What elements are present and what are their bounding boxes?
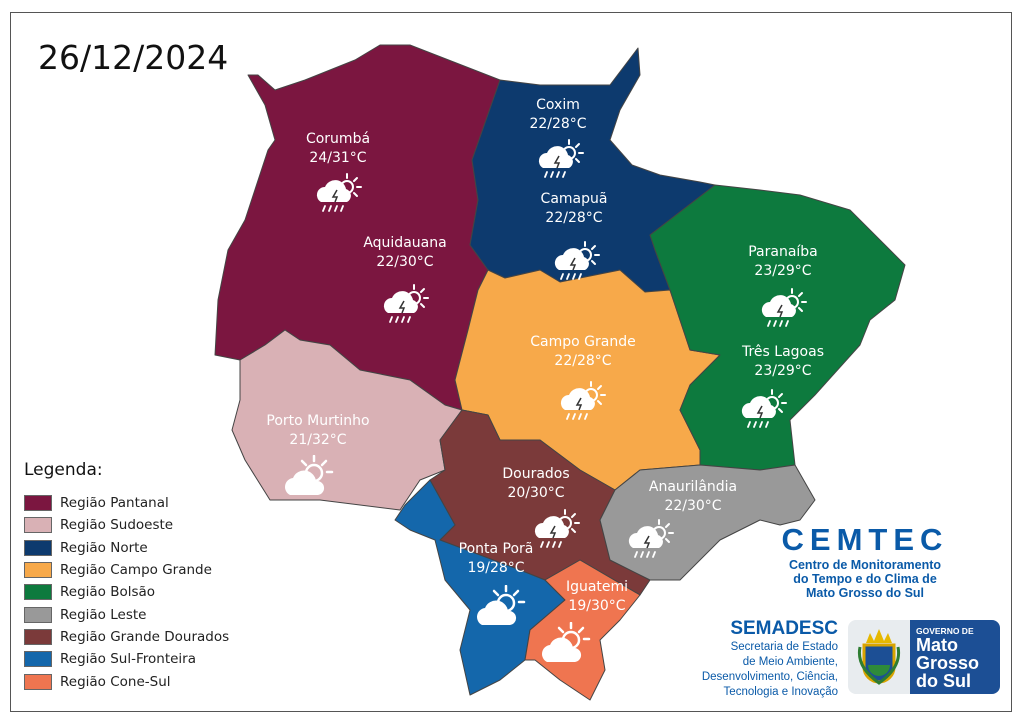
city-porto-murtinho: Porto Murtinho 21/32°C [266,412,369,450]
city-temp: 22/28°C [545,210,603,226]
government-logo: GOVERNO DE Mato Grosso do Sul [848,620,1000,694]
city-temp: 21/32°C [289,432,347,448]
city-name: Camapuã [540,191,608,207]
gov-line: Grosso [916,653,980,673]
legend-label: Região Grande Dourados [60,628,230,645]
city-anaurilandia: Anaurilândia 22/30°C [649,478,737,516]
city-dourados: Dourados 20/30°C [502,465,569,503]
city-temp: 23/29°C [754,263,812,279]
legend-label: Região Sul-Fronteira [60,651,196,668]
sun-cloud-rain-thunder-icon [382,284,429,323]
legend-item: Região Grande Dourados [24,626,229,648]
city-campo-grande: Campo Grande 22/28°C [530,333,635,371]
city-temp: 19/28°C [467,560,525,576]
gov-line: do Sul [916,671,971,691]
city-name: Ponta Porã [458,541,534,557]
legend-swatch [24,628,52,645]
legend-label: Região Norte [60,539,148,556]
forecast-date: 26/12/2024 [38,38,229,77]
city-name: Dourados [502,466,570,482]
sun-cloud-rain-thunder-icon [760,288,807,327]
city-camapua: Camapuã 22/28°C [541,190,608,228]
sun-cloud-rain-thunder-icon [537,139,584,178]
city-name: Aquidauana [363,235,447,251]
sun-cloud-rain-thunder-icon [559,381,606,420]
legend: Legenda: Região Pantanal Região Sudoeste R… [24,460,229,693]
city-temp: 22/30°C [664,498,722,514]
city-paranaiba: Paranaíba 23/29°C [748,243,818,281]
city-temp: 20/30°C [507,485,565,501]
city-temp: 19/30°C [568,598,626,614]
semadesc-logo: SEMADESC Secretaria de Estado de Meio Am… [680,618,838,700]
legend-label: Região Cone-Sul [60,673,171,690]
semadesc-line: Tecnologia e Inovação [723,686,838,698]
cemtec-line: Mato Grosso do Sul [805,586,925,600]
region-sul-fronteira [394,479,566,696]
legend-swatch [24,584,52,601]
city-name: Paranaíba [748,244,818,260]
legend-label: Região Leste [60,606,147,623]
city-name: Campo Grande [530,334,636,350]
cemtec-line: do Tempo e do Clima de [793,572,937,586]
city-temp: 24/31°C [309,150,367,166]
city-temp: 22/28°C [554,353,612,369]
legend-item: Região Sul-Fronteira [24,648,229,670]
legend-item: Região Norte [24,537,229,559]
legend-title: Legenda: [24,460,103,480]
legend-item: Região Sudoeste [24,514,229,536]
legend-swatch [24,673,52,690]
gov-line: GOVERNO DE [916,626,974,636]
legend-swatch [24,495,52,512]
legend-swatch [24,562,52,579]
legend-swatch [24,651,52,668]
legend-item: Região Campo Grande [24,559,229,581]
city-temp: 23/29°C [754,363,812,379]
city-name: Anaurilândia [648,479,738,495]
legend-item: Região Leste [24,603,229,625]
city-temp: 22/30°C [376,254,434,270]
map-frame [10,12,1012,712]
legend-swatch [24,606,52,623]
legend-label: Região Campo Grande [60,562,212,579]
city-name: Coxim [536,97,580,113]
semadesc-title: SEMADESC [730,618,838,639]
partly-cloudy-icon [540,622,591,664]
state-coat-of-arms-icon [848,620,910,694]
semadesc-line: Secretaria de Estado [730,641,838,653]
legend-label: Região Pantanal [60,495,169,512]
gov-line: Mato [916,635,958,655]
city-corumba: Corumbá 24/31°C [306,130,370,168]
partly-cloudy-icon [475,585,526,627]
city-iguatemi: Iguatemi 19/30°C [566,578,628,616]
region-leste [599,464,816,581]
legend-label: Região Sudoeste [60,517,174,534]
sun-cloud-rain-thunder-icon [740,389,787,428]
city-aquidauana: Aquidauana 22/30°C [363,234,446,272]
partly-cloudy-icon [283,455,334,497]
city-tres-lagoas: Três Lagoas 23/29°C [742,343,824,381]
city-temp: 22/28°C [529,116,587,132]
legend-item: Região Bolsão [24,581,229,603]
sun-cloud-rain-thunder-icon [533,509,580,548]
city-ponta-pora: Ponta Porã 19/28°C [459,540,534,578]
legend-item: Região Cone-Sul [24,670,229,692]
city-name: Três Lagoas [741,344,825,360]
semadesc-line: de Meio Ambiente, [742,656,838,668]
cemtec-title: CEMTEC [781,522,949,557]
city-name: Iguatemi [565,579,629,595]
semadesc-line: Desenvolvimento, Ciência, [701,671,838,683]
legend-item: Região Pantanal [24,492,229,514]
city-name: Corumbá [305,131,371,147]
city-name: Porto Murtinho [266,413,370,429]
legend-label: Região Bolsão [60,584,156,601]
legend-swatch [24,539,52,556]
city-coxim: Coxim 22/28°C [529,96,586,134]
sun-cloud-rain-thunder-icon [553,241,600,280]
legend-swatch [24,517,52,534]
sun-cloud-rain-thunder-icon [315,173,362,212]
sun-cloud-rain-thunder-icon [627,519,674,558]
cemtec-logo: CEMTEC Centro de Monitoramento do Tempo … [760,522,970,600]
cemtec-line: Centro de Monitoramento [788,558,942,572]
